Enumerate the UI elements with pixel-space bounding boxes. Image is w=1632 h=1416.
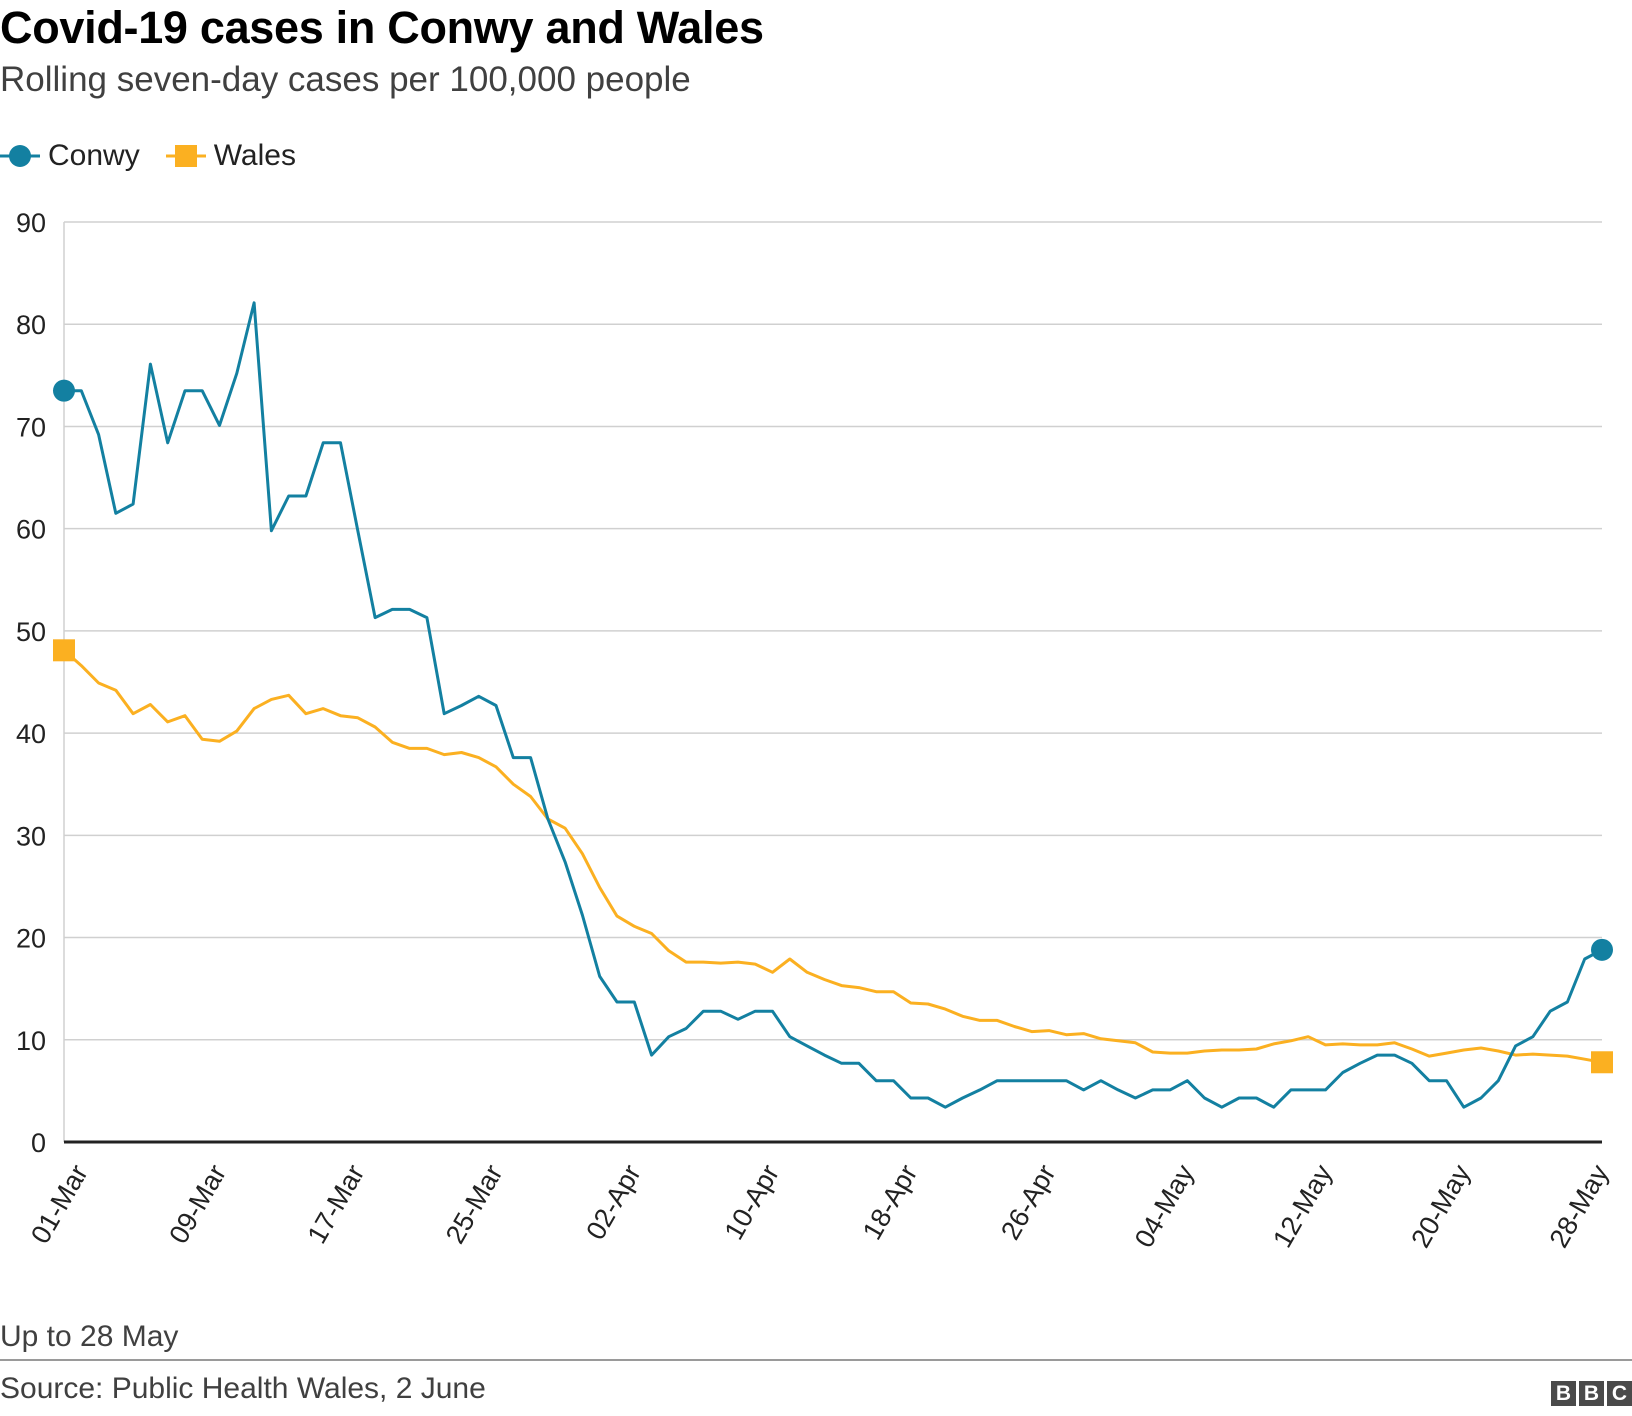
y-tick-label: 20 [16, 924, 46, 954]
line-chart: 0 10 20 30 40 50 60 70 80 90 01-Mar 09-Mar 17-Mar 25… [16, 208, 1615, 1253]
footer-divider [0, 1359, 1632, 1361]
legend-wales-marker [174, 145, 197, 167]
x-tick-label: 17-Mar [302, 1160, 371, 1249]
marker-wales-point [1591, 1051, 1613, 1074]
y-tick-label: 10 [16, 1026, 46, 1056]
x-tick-label: 28-May [1544, 1159, 1615, 1252]
bbc-logo: B B C [1551, 1381, 1632, 1406]
series-line-conwy [64, 301, 1603, 1109]
legend-line-circle-icon [0, 145, 40, 167]
x-tick-label: 09-Mar [163, 1160, 232, 1249]
x-tick-label: 12-May [1267, 1159, 1338, 1252]
legend-label-conwy: Conwy [48, 139, 140, 172]
x-tick-label: 26-Apr [995, 1160, 1062, 1245]
x-tick-label: 02-Apr [580, 1160, 647, 1245]
bbc-logo-letter: B [1551, 1381, 1576, 1406]
gridlines [63, 221, 1602, 1142]
x-tick-label: 04-May [1129, 1159, 1200, 1252]
y-tick-label: 80 [16, 310, 46, 340]
x-tick-label: 18-Apr [857, 1160, 924, 1245]
series-lines [63, 301, 1603, 1109]
y-tick-label: 90 [16, 208, 46, 238]
chart-title: Covid-19 cases in Conwy and Wales [0, 2, 764, 53]
x-axis-tick-labels: 01-Mar 09-Mar 17-Mar 25-Mar 02-Apr 10-Apr 18-A… [25, 1159, 1615, 1252]
y-tick-label: 60 [16, 515, 46, 545]
x-tick-label: 10-Apr [719, 1160, 786, 1245]
legend-line-square-icon [165, 145, 206, 167]
y-tick-label: 0 [31, 1128, 46, 1158]
marker-conwy-point [1591, 938, 1613, 961]
marker-conwy-point [53, 379, 75, 402]
y-tick-label: 40 [16, 719, 46, 749]
x-tick-label: 01-Mar [25, 1160, 94, 1249]
legend: Conwy Wales [0, 134, 322, 178]
bbc-logo-letter: C [1607, 1381, 1632, 1406]
legend-conwy-marker [9, 145, 31, 167]
y-axis-tick-labels: 0 10 20 30 40 50 60 70 80 90 [16, 208, 46, 1158]
series-end-markers [53, 379, 1613, 1074]
source-text: Source: Public Health Wales, 2 June [0, 1372, 486, 1405]
series-line-wales [63, 649, 1603, 1064]
legend-item-wales[interactable]: Wales [165, 139, 296, 173]
x-tick-label: 25-Mar [440, 1160, 509, 1249]
chart-subtitle: Rolling seven-day cases per 100,000 peop… [0, 60, 691, 99]
bbc-logo-letter: B [1579, 1381, 1604, 1406]
y-tick-label: 30 [16, 821, 46, 851]
legend-label-wales: Wales [213, 139, 296, 172]
x-tick-label: 20-May [1405, 1159, 1476, 1252]
marker-wales-point [53, 639, 75, 662]
footnote: Up to 28 May [0, 1320, 179, 1353]
legend-item-conwy[interactable]: Conwy [0, 139, 140, 173]
y-tick-label: 50 [16, 617, 46, 647]
y-tick-label: 70 [16, 412, 46, 442]
